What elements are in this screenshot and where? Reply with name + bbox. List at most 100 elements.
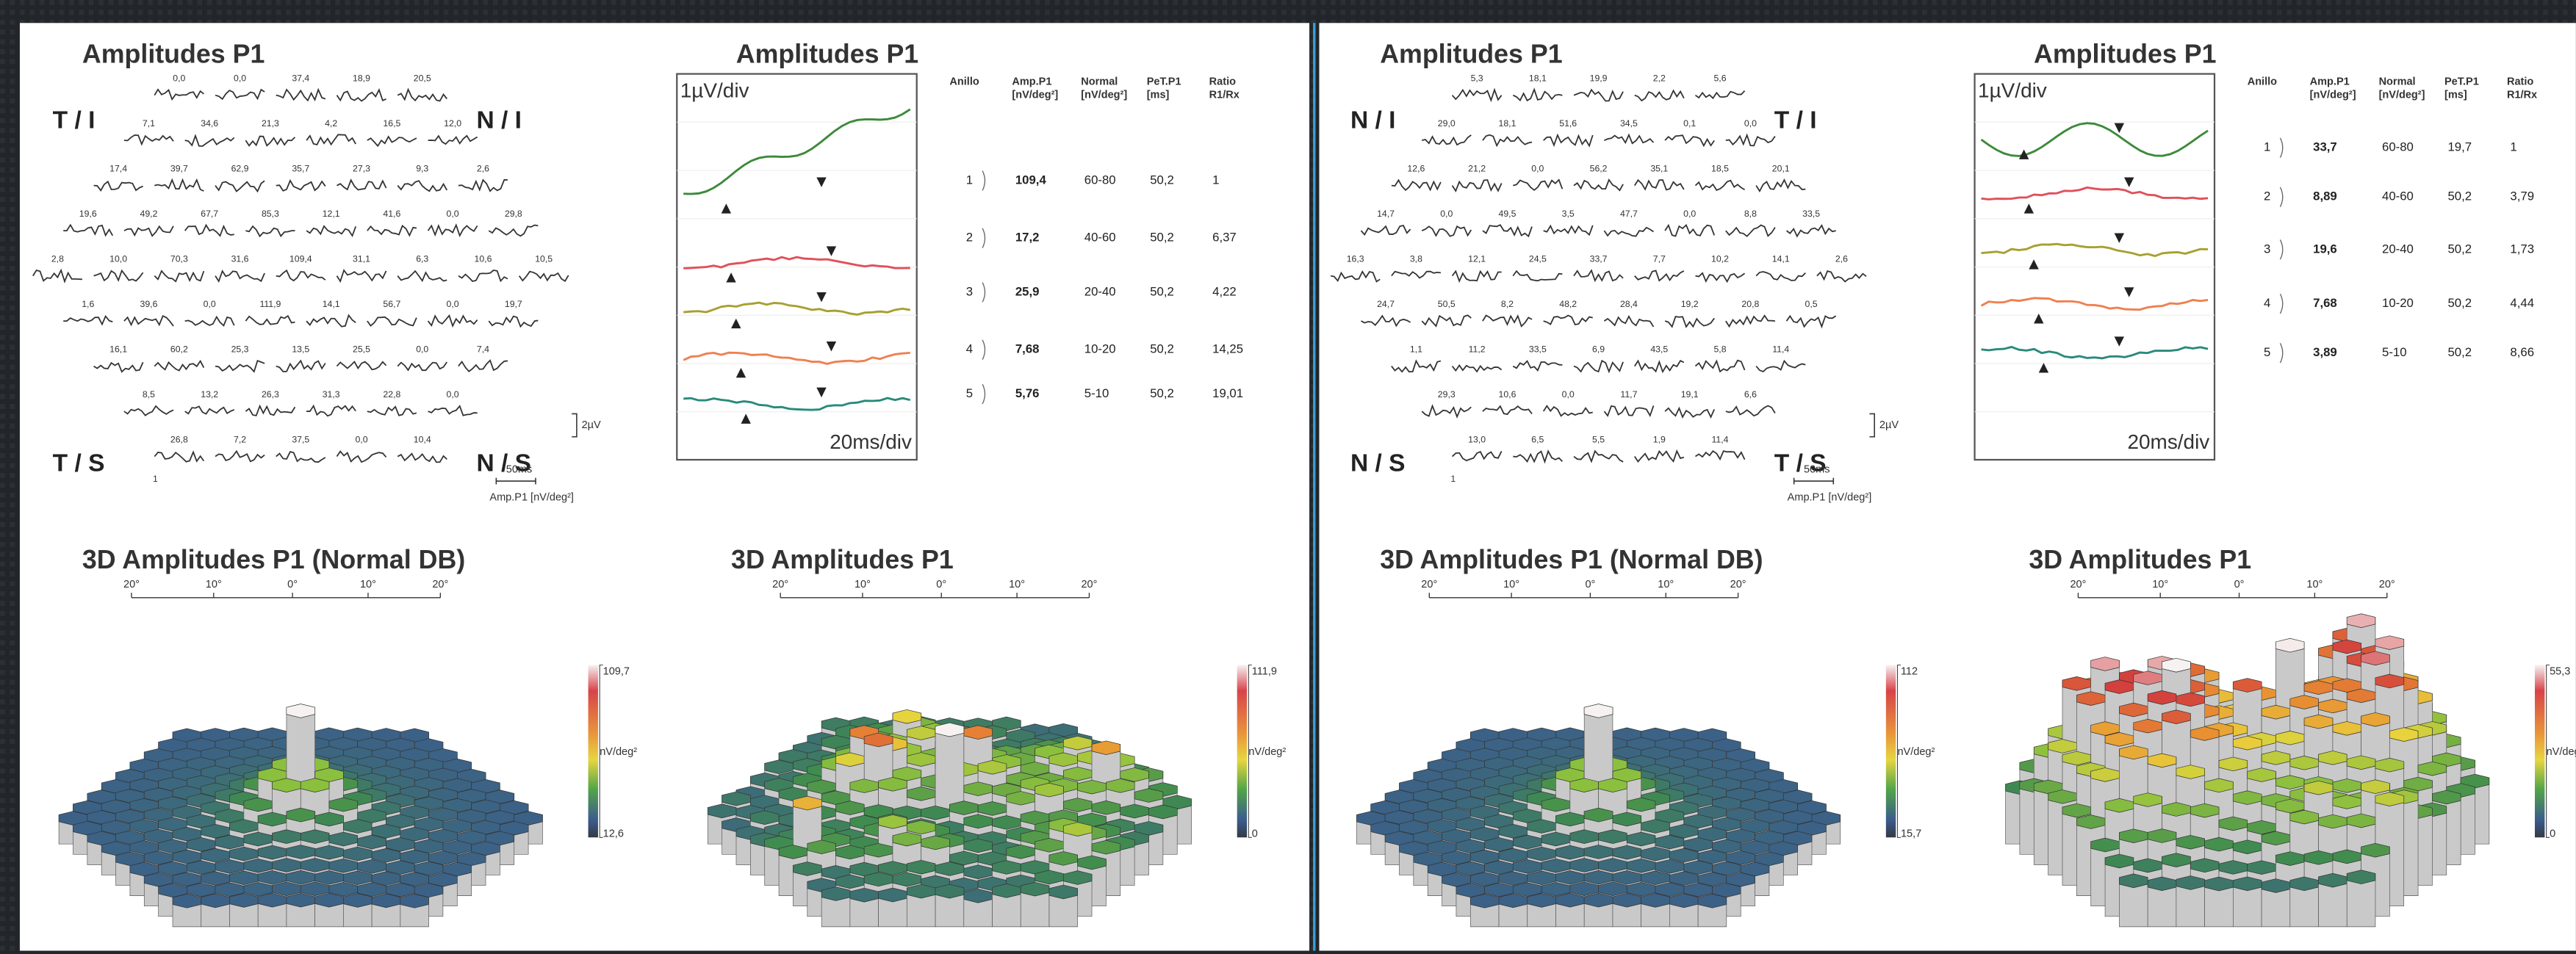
amplitude-label: 19,9 — [1590, 73, 1608, 84]
amplitude-label: 12,6 — [1407, 164, 1425, 174]
table-header: [ms] — [1147, 90, 1170, 101]
table-cell: 19,01 — [1212, 386, 1243, 400]
table-header: Ratio — [1209, 76, 1236, 88]
amplitude-label: 1,1 — [1410, 344, 1422, 354]
amplitude-label: 14,1 — [1772, 254, 1790, 264]
amplitude-label: 0,0 — [1440, 209, 1453, 219]
amplitude-label: 49,2 — [140, 209, 158, 219]
table-header: Anillo — [949, 76, 979, 88]
table-header: [nV/deg²] — [2379, 90, 2425, 101]
degree-label: 20° — [432, 579, 448, 590]
table-header: Normal — [2379, 76, 2416, 88]
amplitude-label: 56,2 — [1590, 164, 1608, 174]
table-cell: 60-80 — [2382, 140, 2414, 154]
amplitude-label: 19,6 — [79, 209, 97, 219]
table-cell: 50,2 — [1150, 284, 1174, 298]
amplitude-label: 10,6 — [475, 254, 492, 264]
amplitude-label: 13,5 — [292, 344, 309, 354]
colorbar-unit: nV/deg² — [600, 746, 637, 758]
colorbar — [1237, 665, 1247, 837]
amplitude-label: 62,9 — [231, 164, 249, 174]
amplitude-label: 7,2 — [234, 434, 246, 444]
colorbar-max: 55,3 — [2550, 665, 2570, 677]
amplitude-label: 33,5 — [1802, 209, 1820, 219]
title: 3D Amplitudes P1 (Normal DB) — [1380, 545, 1763, 574]
amplitude-label: 37,5 — [292, 434, 309, 444]
amplitude-label: 3,8 — [1410, 254, 1422, 264]
table-header: R1/Rx — [2507, 90, 2537, 101]
amplitude-label: 10,4 — [414, 434, 431, 444]
amplitude-label: 19,2 — [1681, 299, 1699, 309]
degree-label: 10° — [1658, 579, 1674, 590]
table-cell: 2 — [2264, 189, 2270, 203]
amplitude-label: 21,2 — [1468, 164, 1486, 174]
amplitude-label: 21,3 — [262, 118, 279, 129]
degree-label: 20° — [1730, 579, 1746, 590]
amplitude-label: 10,6 — [1499, 389, 1517, 400]
region-label: T / I — [1774, 106, 1817, 134]
degree-label: 0° — [936, 579, 946, 590]
amplitude-label: 0,0 — [447, 209, 459, 219]
amplitude-label: 109,4 — [289, 254, 312, 264]
amplitude-label: 12,1 — [1468, 254, 1486, 264]
table-header: [nV/deg²] — [2310, 90, 2356, 101]
table-cell: 2 — [966, 231, 973, 245]
time-scale-label: 50ms — [1804, 463, 1830, 475]
amplitude-label: 49,5 — [1499, 209, 1517, 219]
degree-label: 10° — [855, 579, 871, 590]
title: 3D Amplitudes P1 (Normal DB) — [82, 545, 465, 574]
amplitude-label: 39,7 — [170, 164, 188, 174]
region-label: T / I — [53, 106, 96, 134]
amplitude-label: 11,7 — [1620, 389, 1637, 400]
table-cell: 4,44 — [2510, 296, 2534, 310]
degree-label: 20° — [2379, 579, 2395, 590]
table-header: R1/Rx — [1209, 90, 1240, 101]
amplitude-label: 6,9 — [1592, 344, 1605, 354]
table-cell: 10-20 — [2382, 296, 2414, 310]
table-cell: 50,2 — [2447, 296, 2472, 310]
amplitude-label: 34,6 — [201, 118, 218, 129]
table-header: Normal — [1081, 76, 1118, 88]
table-header: Anillo — [2248, 76, 2277, 88]
table-cell: 17,2 — [1015, 231, 1040, 245]
time-scale-label: 50ms — [506, 463, 533, 475]
amplitude-label: 43,5 — [1650, 344, 1668, 354]
amplitude-label: 7,7 — [1653, 254, 1666, 264]
amplitude-label: 10,0 — [109, 254, 127, 264]
amplitude-label: 27,3 — [353, 164, 370, 174]
amplitude-label: 0,0 — [173, 73, 185, 84]
title: Amplitudes P1 — [2034, 39, 2216, 68]
table-cell: 7,68 — [2313, 296, 2337, 310]
table-cell: 3 — [966, 284, 973, 298]
colorbar-unit: nV/deg² — [1248, 746, 1286, 758]
marker-label: 1 — [153, 474, 158, 484]
amplitude-label: 16,1 — [109, 344, 127, 354]
colorbar-unit: nV/deg² — [2547, 746, 2576, 758]
amplitude-label: 24,5 — [1529, 254, 1547, 264]
amplitude-label: 5,5 — [1592, 434, 1605, 444]
table-header: [nV/deg²] — [1012, 90, 1058, 101]
marker-label: 1 — [1450, 474, 1456, 484]
table-cell: 20-40 — [2382, 242, 2414, 256]
amplitude-label: 18,5 — [1711, 164, 1729, 174]
table-header: Ratio — [2507, 76, 2533, 88]
colorbar-min: 12,6 — [603, 828, 624, 840]
amplitude-label: 8,8 — [1744, 209, 1757, 219]
colorbar — [589, 665, 598, 837]
amplitude-label: 33,5 — [1529, 344, 1547, 354]
amplitude-label: 11,4 — [1772, 344, 1789, 354]
degree-label: 0° — [2234, 579, 2245, 590]
y-scale-label: 1µV/div — [1978, 79, 2047, 102]
amplitude-label: 0,1 — [1683, 118, 1696, 129]
colorbar-max: 112 — [1901, 665, 1918, 677]
table-header: [nV/deg²] — [1081, 90, 1127, 101]
table-cell: 19,7 — [2447, 140, 2472, 154]
table-cell: 50,2 — [1150, 386, 1174, 400]
amplitude-label: 9,3 — [416, 164, 428, 174]
amplitude-label: 5,8 — [1713, 344, 1726, 354]
amplitude-label: 41,6 — [383, 209, 400, 219]
amplitude-label: 26,8 — [170, 434, 188, 444]
amplitude-label: 0,0 — [234, 73, 246, 84]
amplitude-label: 0,0 — [1531, 164, 1544, 174]
table-cell: 20-40 — [1084, 284, 1116, 298]
